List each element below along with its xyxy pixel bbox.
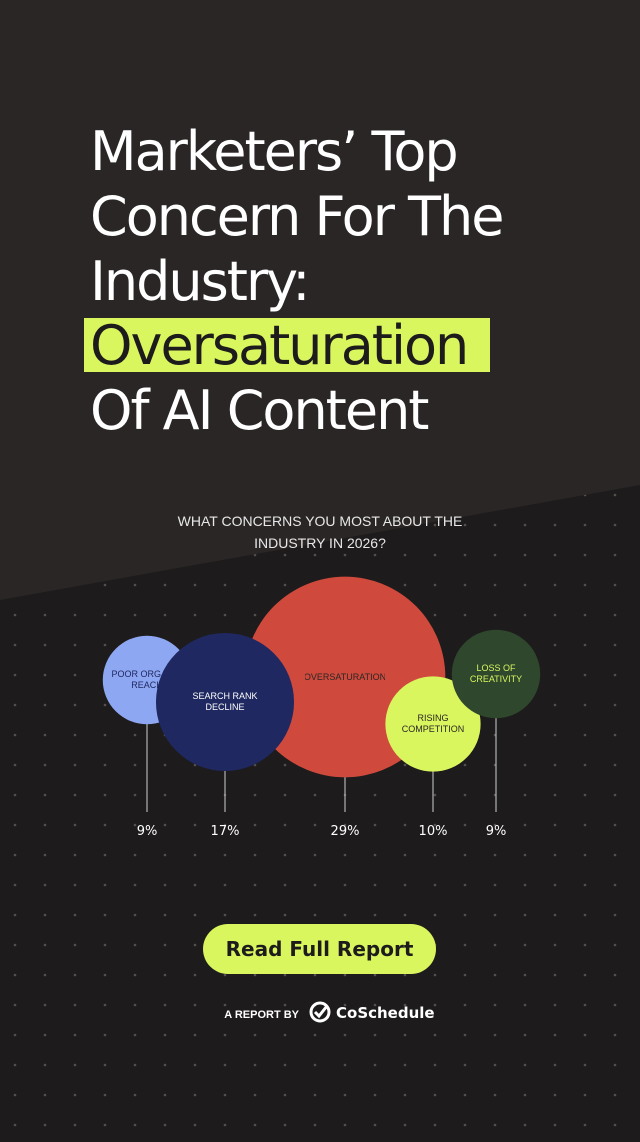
title-line: Marketers’ Top	[90, 120, 457, 183]
value-label: 9%	[486, 824, 507, 839]
category-label: LOSS OF CREATIVITY	[469, 663, 523, 684]
title-highlight: Oversaturation	[90, 314, 467, 377]
category-label: POOR ORGANIC REACH	[111, 669, 183, 690]
bubble	[155, 632, 295, 772]
value-label: 10%	[419, 824, 448, 839]
brand-name: CoSchedule	[336, 1004, 435, 1022]
title-line: Industry:	[90, 250, 308, 313]
title-line: Of AI Content	[90, 379, 428, 442]
brand-logo	[309, 1001, 331, 1023]
report-button[interactable]	[203, 924, 436, 974]
report-by: A REPORT BY	[224, 1009, 299, 1021]
highlight-box	[84, 318, 490, 372]
bubble	[451, 629, 541, 719]
value-label: 29%	[331, 824, 360, 839]
bubble-label-box: POOR ORGANIC REACH	[111, 669, 183, 690]
title-line: Concern For The	[90, 185, 503, 248]
bubble-chart: OVERSATURATION POOR ORGANIC REACH SEARCH R…	[102, 576, 541, 839]
bubble-label-box: LOSS OF CREATIVITY	[469, 663, 523, 684]
button-label[interactable]: Read Full Report	[226, 937, 414, 961]
bubble-label-box: RISING COMPETITION	[401, 713, 465, 734]
category-label: RISING COMPETITION	[401, 713, 465, 734]
category-label: OVERSATURATION	[305, 671, 385, 682]
chart-title: WHAT CONCERNS YOU MOST ABOUT THE INDUSTR…	[177, 513, 463, 551]
bubble-label-box: SEARCH RANK DECLINE	[192, 691, 258, 712]
value-label: 17%	[211, 824, 240, 839]
value-label: 9%	[137, 824, 158, 839]
bubble-label-box: OVERSATURATION	[305, 671, 385, 682]
category-label: SEARCH RANK DECLINE	[192, 691, 258, 712]
bubble	[385, 676, 481, 772]
question-box: WHAT CONCERNS YOU MOST ABOUT THE INDUSTR…	[177, 513, 463, 551]
